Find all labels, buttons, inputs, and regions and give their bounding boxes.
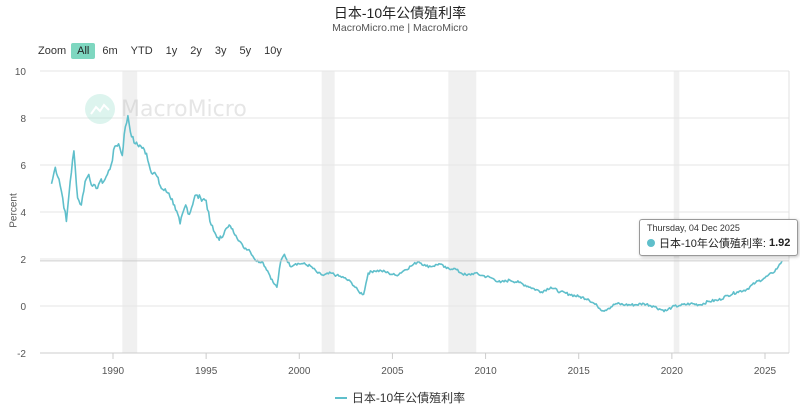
svg-text:2005: 2005 xyxy=(381,366,404,377)
tooltip-date: Thursday, 04 Dec 2025 xyxy=(647,223,740,233)
svg-text:2015: 2015 xyxy=(568,366,591,377)
svg-text:1990: 1990 xyxy=(102,366,125,377)
svg-text:2: 2 xyxy=(20,255,26,266)
range-button-3y[interactable]: 3y xyxy=(214,45,227,57)
chart-subtitle: MacroMicro.me | MacroMicro xyxy=(332,22,468,34)
watermark-text: MacroMicro xyxy=(121,96,247,122)
chart-title: 日本-10年公債殖利率 xyxy=(333,5,467,21)
svg-text:1995: 1995 xyxy=(195,366,218,377)
grid-lines xyxy=(40,70,790,354)
series-dot-icon xyxy=(647,239,655,247)
svg-text:10: 10 xyxy=(15,67,27,78)
range-button-5y[interactable]: 5y xyxy=(239,45,252,57)
x-axis-ticks: 1990 1995 2000 2005 2010 2015 2020 2025 xyxy=(102,353,777,377)
range-button-10y[interactable]: 10y xyxy=(264,45,282,57)
zoom-label: Zoom xyxy=(38,45,67,57)
svg-text:2010: 2010 xyxy=(474,366,497,377)
svg-text:0: 0 xyxy=(20,302,26,313)
svg-text:8: 8 xyxy=(20,114,26,125)
legend-label[interactable]: 日本-10年公債殖利率 xyxy=(351,391,466,405)
watermark: MacroMicro xyxy=(85,94,247,124)
tooltip: Thursday, 04 Dec 2025 日本-10年公債殖利率: 1.92 xyxy=(639,219,799,256)
range-button-all[interactable]: All xyxy=(71,43,96,59)
range-button-2y[interactable]: 2y xyxy=(190,45,202,57)
tooltip-value: 1.92 xyxy=(768,237,791,249)
legend-swatch-icon xyxy=(334,396,347,399)
svg-text:2020: 2020 xyxy=(661,366,684,377)
svg-text:2025: 2025 xyxy=(754,366,777,377)
y-axis-label: Percent xyxy=(8,193,20,228)
range-button-6m[interactable]: 6m xyxy=(102,45,118,57)
svg-text:4: 4 xyxy=(20,208,26,219)
macromicro-logo-icon xyxy=(85,94,115,124)
tooltip-series-name: 日本-10年公債殖利率: xyxy=(659,238,766,250)
legend[interactable]: 日本-10年公債殖利率 xyxy=(0,389,800,406)
series-line-jgb-10y[interactable] xyxy=(50,114,783,313)
svg-text:-2: -2 xyxy=(17,349,26,360)
y-axis-ticks: -2 0 2 4 6 8 10 xyxy=(15,67,27,360)
svg-text:2000: 2000 xyxy=(288,366,311,377)
range-button-ytd[interactable]: YTD xyxy=(130,45,153,57)
range-selector: Zoom All 6m YTD 1y 2y 3y 5y 10y xyxy=(38,43,289,59)
range-button-1y[interactable]: 1y xyxy=(165,45,178,57)
svg-text:6: 6 xyxy=(20,161,26,172)
